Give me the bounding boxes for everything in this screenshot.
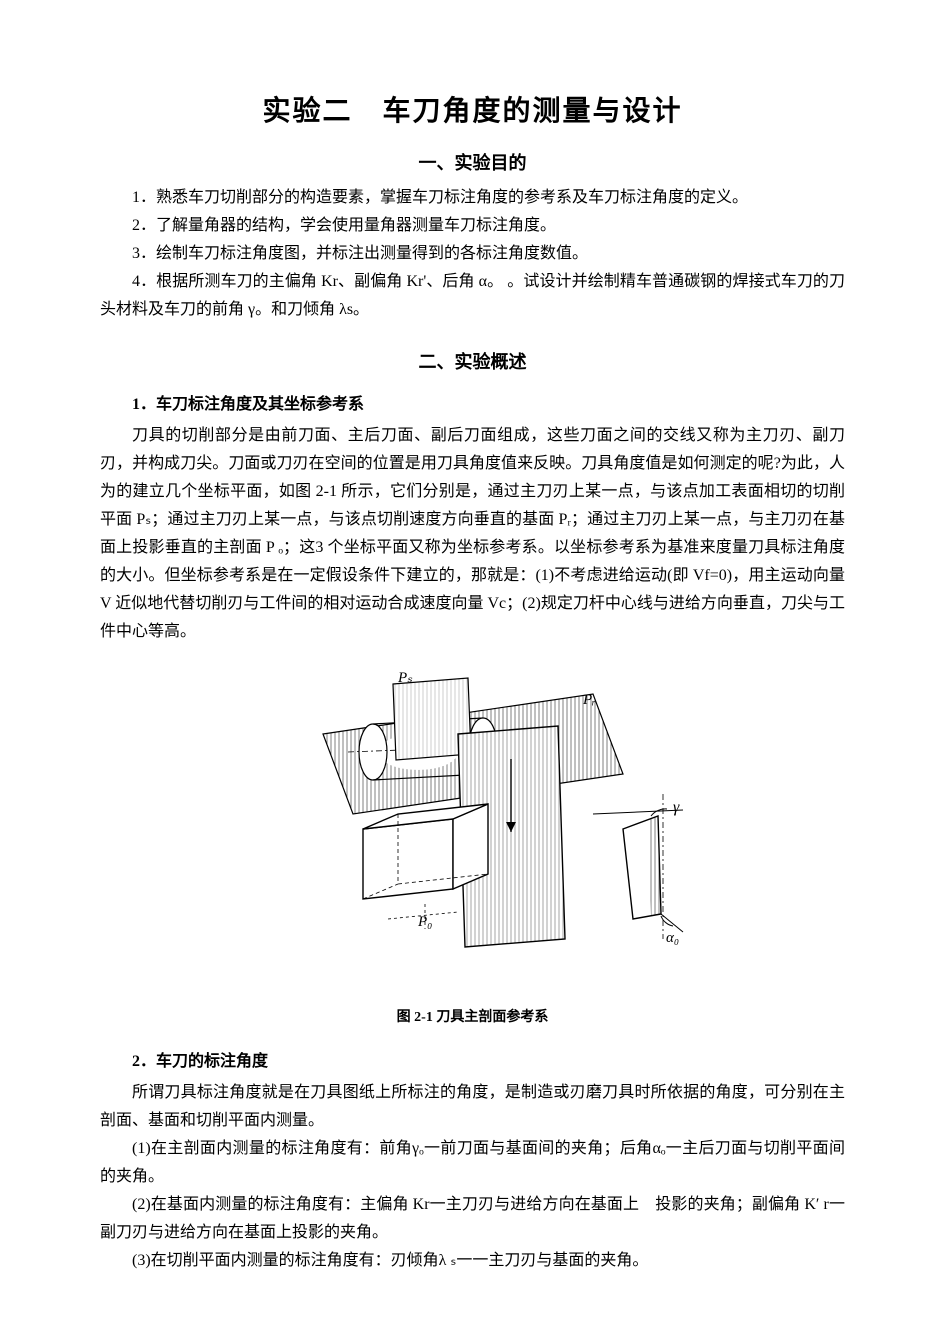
angle-inset bbox=[593, 794, 683, 939]
label-alpha0: α₀ bbox=[666, 930, 679, 946]
section1-item-3: 3．绘制车刀标注角度图，并标注出测量得到的各标注角度数值。 bbox=[100, 240, 845, 268]
figure-2-1-svg: Pₛ Pᵣ P₀ γ α₀ bbox=[253, 664, 693, 984]
label-gamma: γ bbox=[673, 799, 680, 816]
figure-2-1-caption: 图 2-1 刀具主剖面参考系 bbox=[100, 1007, 845, 1029]
section2-sub2-item-1: (1)在主剖面内测量的标注角度有：前角γₒ一前刀面与基面间的夹角；后角αₒ一主后… bbox=[100, 1135, 845, 1191]
section2-sub1-heading: 1．车刀标注角度及其坐标参考系 bbox=[100, 392, 845, 418]
label-ps: Pₛ bbox=[397, 670, 413, 686]
section1-heading: 一、实验目的 bbox=[100, 149, 845, 178]
section2-sub2-item-2: (2)在基面内测量的标注角度有：主偏角 Kr一主刀刃与进给方向在基面上 投影的夹… bbox=[100, 1191, 845, 1247]
document-title: 实验二 车刀角度的测量与设计 bbox=[100, 90, 845, 135]
section1-item-1: 1．熟悉车刀切削部分的构造要素，掌握车刀标注角度的参考系及车刀标注角度的定义。 bbox=[100, 184, 845, 212]
section2-sub2-intro: 所谓刀具标注角度就是在刀具图纸上所标注的角度，是制造或刃磨刀具时所依据的角度，可… bbox=[100, 1079, 845, 1135]
label-pr: Pᵣ bbox=[582, 692, 596, 708]
section2-sub1-para: 刀具的切削部分是由前刀面、主后刀面、副后刀面组成，这些刀面之间的交线又称为主刀刃… bbox=[100, 422, 845, 646]
section1-item-2: 2．了解量角器的结构，学会使用量角器测量车刀标注角度。 bbox=[100, 212, 845, 240]
section2-sub2-item-3: (3)在切削平面内测量的标注角度有：刃倾角λ ₛ一一主刀刃与基面的夹角。 bbox=[100, 1247, 845, 1275]
section2-sub2-heading: 2．车刀的标注角度 bbox=[100, 1049, 845, 1075]
label-p0: P₀ bbox=[417, 914, 432, 930]
figure-2-1: Pₛ Pᵣ P₀ γ α₀ bbox=[100, 664, 845, 993]
section2-heading: 二、实验概述 bbox=[100, 348, 845, 377]
section1-item-4: 4．根据所测车刀的主偏角 Kr、副偏角 Kr'、后角 α。 。试设计并绘制精车普… bbox=[100, 268, 845, 324]
